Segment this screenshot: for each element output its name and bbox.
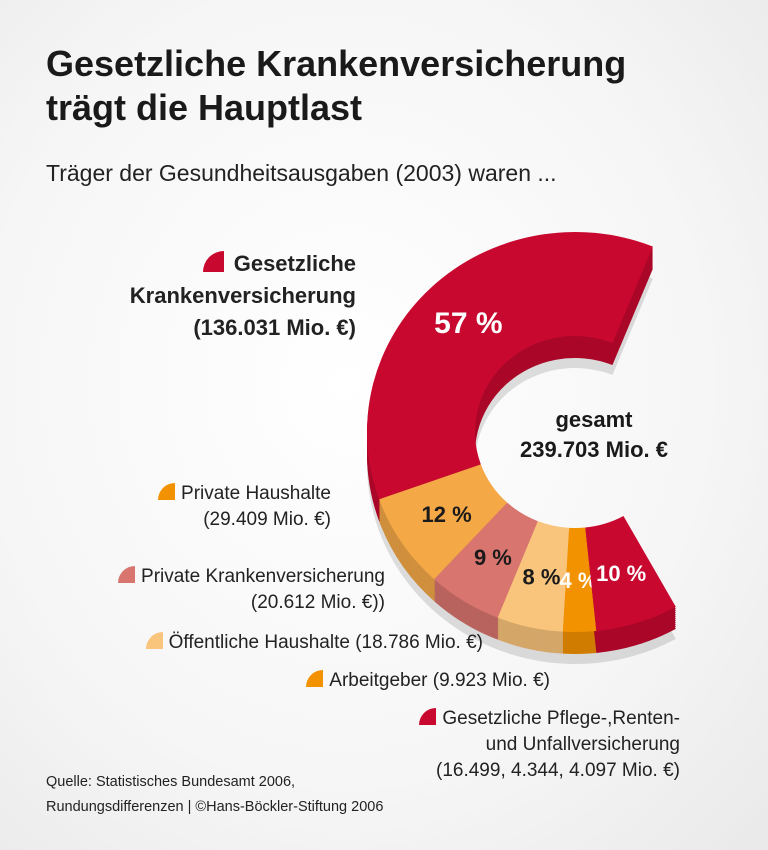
legend-text: Öffentliche Haushalte (18.786 Mio. €) [168, 632, 483, 653]
slice-1 [379, 464, 508, 580]
legend-swatch [145, 632, 163, 649]
legend-text: Arbeitgeber (9.923 Mio. €) [329, 670, 550, 691]
title-line-1: Gesetzliche Krankenversicherung [46, 43, 627, 84]
legend-swatch [306, 670, 324, 687]
slice-3 [497, 521, 570, 632]
legend-text: Krankenversicherung [129, 283, 356, 308]
legend-text: (136.031 Mio. €) [193, 315, 356, 340]
legend-text: Private Krankenversicherung [141, 566, 385, 587]
legend-item-gkv: Gesetzliche Krankenversicherung (136.031… [130, 248, 356, 344]
source-line: Quelle: Statistisches Bundesamt 2006, [46, 774, 296, 790]
legend-text: (16.499, 4.344, 4.097 Mio. €) [436, 760, 680, 781]
legend-text: und Unfallversicherung [485, 734, 680, 755]
legend-text: (20.612 Mio. €)) [250, 592, 385, 613]
total-value: 239.703 Mio. € [520, 437, 668, 462]
legend-swatch [419, 708, 437, 725]
total-caption: gesamt [555, 407, 633, 432]
chart-subtitle: Träger der Gesundheitsausgaben (2003) wa… [46, 160, 557, 186]
slice-percent-label: 9 % [474, 545, 512, 570]
slice-percent-label: 12 % [422, 502, 472, 527]
slice-5 [585, 515, 676, 631]
title-line-2: trägt die Hauptlast [46, 87, 363, 128]
slice-2 [434, 502, 538, 618]
center-total-label: gesamt 239.703 Mio. € [520, 405, 668, 465]
legend-text: Private Haushalte [181, 483, 331, 504]
legend-item-oeffentliche-haushalte: Öffentliche Haushalte (18.786 Mio. €) [145, 630, 483, 656]
slice-percent-label: 8 % [522, 564, 560, 589]
source-line: Rundungsdifferenzen | ©Hans-Böckler-Stif… [46, 799, 384, 815]
legend-item-private-haushalte: Private Haushalte (29.409 Mio. €) [158, 481, 331, 533]
legend-swatch [118, 566, 136, 583]
legend-item-gesetzliche-pflege: Gesetzliche Pflege-,Renten- und Unfallve… [419, 706, 680, 784]
slice-0 [367, 232, 653, 500]
legend-item-pkv: Private Krankenversicherung (20.612 Mio.… [118, 564, 385, 616]
chart-title: Gesetzliche Krankenversicherung trägt di… [46, 42, 626, 130]
source-note: Quelle: Statistisches Bundesamt 2006, Ru… [46, 770, 383, 820]
legend-swatch [158, 483, 176, 500]
slice-percent-label: 10 % [596, 561, 646, 586]
legend-text: (29.409 Mio. €) [203, 509, 331, 530]
legend-text: Gesetzliche [233, 251, 356, 276]
slice-4 [562, 527, 597, 632]
legend-swatch [202, 251, 224, 272]
legend-item-arbeitgeber: Arbeitgeber (9.923 Mio. €) [306, 668, 550, 694]
legend-text: Gesetzliche Pflege-,Renten- [442, 708, 680, 729]
slice-percent-label: 57 % [434, 307, 502, 340]
